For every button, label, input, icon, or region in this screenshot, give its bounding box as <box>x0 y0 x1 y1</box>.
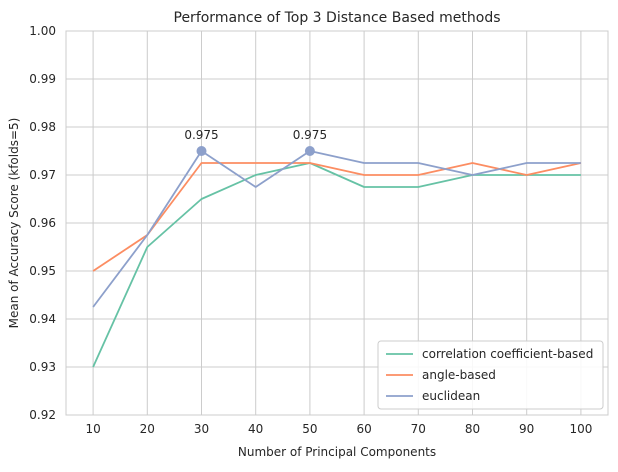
chart-title: Performance of Top 3 Distance Based meth… <box>174 10 501 26</box>
annotation-label: 0.975 <box>184 128 218 142</box>
legend-box <box>377 340 604 410</box>
annotation-marker <box>196 146 207 156</box>
annotation-label: 0.975 <box>293 128 327 142</box>
x-tick-label: 90 <box>519 422 534 436</box>
legend: correlation coefficient-based angle-based… <box>377 340 604 410</box>
y-tick-label: 0.95 <box>29 264 56 278</box>
annotation-marker <box>304 146 315 156</box>
y-tick-label: 0.94 <box>29 312 56 326</box>
y-axis-label: Mean of Accuracy Score (kfolds=5) <box>7 118 21 329</box>
tick-labels: 10 20 30 40 50 60 70 80 90 100 0.92 0.93 0.94 0.95 0.9… <box>29 24 592 436</box>
x-tick-label: 10 <box>85 422 100 436</box>
x-tick-label: 50 <box>302 422 317 436</box>
annotations: 0.975 0.975 <box>184 128 327 156</box>
y-tick-label: 0.99 <box>29 72 56 86</box>
y-tick-label: 0.93 <box>29 360 56 374</box>
legend-label: angle-based <box>422 368 496 382</box>
x-tick-label: 60 <box>356 422 371 436</box>
y-tick-label: 0.97 <box>29 168 56 182</box>
y-tick-label: 0.98 <box>29 120 56 134</box>
x-tick-label: 80 <box>465 422 480 436</box>
legend-label: correlation coefficient-based <box>422 347 593 361</box>
legend-label: euclidean <box>422 389 480 403</box>
x-tick-label: 40 <box>248 422 263 436</box>
y-tick-label: 1.00 <box>29 24 56 38</box>
y-tick-label: 0.96 <box>29 216 56 230</box>
series-lines <box>92 150 582 368</box>
plot-area-frame <box>65 30 609 416</box>
x-tick-label: 20 <box>140 422 155 436</box>
x-tick-label: 70 <box>411 422 426 436</box>
y-tick-label: 0.92 <box>29 408 56 422</box>
x-axis-label: Number of Principal Components <box>238 445 436 459</box>
x-tick-label: 100 <box>569 422 592 436</box>
series-line-1 <box>92 162 581 368</box>
series-line-3 <box>92 150 581 308</box>
x-tick-label: 30 <box>194 422 209 436</box>
